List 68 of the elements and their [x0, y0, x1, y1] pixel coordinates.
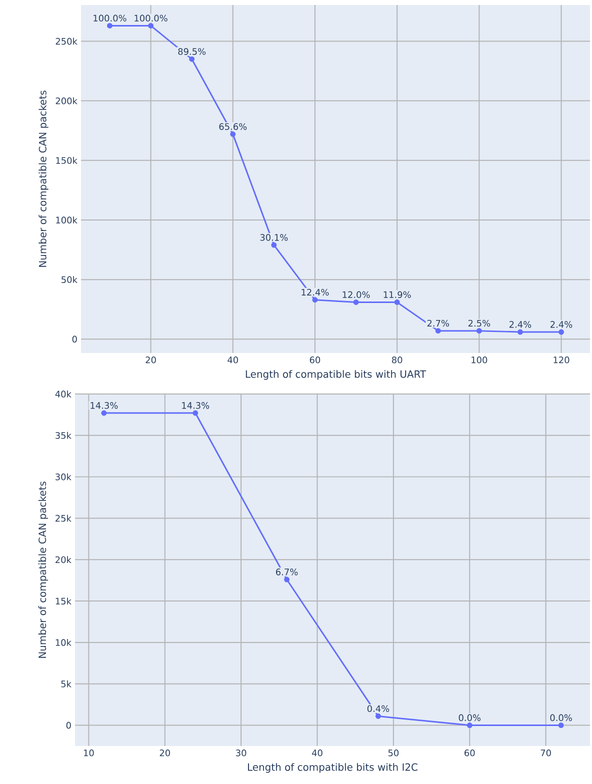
x-tick-label: 80 [392, 356, 402, 364]
x-axis-title: Length of compatible bits with I2C [248, 763, 418, 773]
point [312, 297, 318, 303]
point [353, 299, 359, 305]
annotation: 2.7% [427, 320, 450, 327]
annotation: 0.0% [550, 714, 572, 722]
y-tick-label: 10k [56, 638, 72, 646]
y-tick-label: 5k [61, 680, 72, 688]
point [558, 722, 564, 728]
annotation: 65.6% [219, 123, 247, 130]
y-tick-label: 0 [72, 336, 77, 343]
y-tick-label: 250k [56, 38, 78, 45]
x-tick-label: 10 [84, 750, 94, 756]
point [106, 22, 112, 28]
annotation: 0.0% [458, 714, 481, 722]
point [189, 56, 195, 62]
y-tick-label: 15k [56, 598, 72, 605]
annotation: 2.5% [468, 320, 490, 327]
x-tick-label: 70 [540, 750, 551, 756]
point [148, 22, 154, 28]
point [375, 713, 381, 719]
x-tick-label: 20 [146, 356, 156, 364]
annotation: 89.5% [178, 48, 206, 55]
y-axis-title: Number of compatible CAN packets [38, 482, 48, 658]
y-tick-label: 30k [56, 473, 72, 480]
y-axis-title: Number of compatible CAN packets [38, 90, 48, 267]
annotation: 0.4% [367, 705, 390, 712]
y-tick-label: 100k [56, 216, 78, 224]
y-tick-label: 20k [56, 556, 72, 564]
point [230, 131, 236, 137]
point [394, 299, 400, 305]
point [476, 328, 482, 334]
annotation: 2.4% [509, 321, 532, 328]
point [558, 329, 564, 335]
annotation: 30.1% [260, 234, 288, 241]
y-tick-label: 50k [62, 276, 78, 284]
y-tick-label: 0 [66, 722, 71, 729]
x-tick-label: 50 [388, 750, 399, 756]
point [435, 328, 441, 334]
x-tick-label: 40 [228, 356, 238, 364]
annotation: 12.4% [302, 288, 329, 296]
point [271, 242, 277, 248]
y-tick-label: 35k [56, 432, 72, 439]
annotation: 6.7% [276, 568, 298, 576]
x-tick-label: 60 [464, 750, 475, 756]
x-axis-title: Length of compatible bits with UART [246, 370, 426, 380]
x-tick-label: 60 [310, 356, 320, 364]
x-tick-label: 30 [236, 750, 246, 756]
annotation: 14.3% [182, 402, 210, 409]
point [517, 329, 523, 335]
y-tick-label: 25k [56, 514, 72, 522]
x-tick-label: 100 [472, 356, 488, 364]
annotation: 100.0% [134, 14, 168, 22]
point [101, 410, 107, 416]
annotation: 12.0% [342, 291, 370, 298]
annotation: 100.0% [94, 14, 126, 22]
point [466, 722, 472, 728]
annotation: 11.9% [384, 291, 411, 298]
y-tick-label: 40k [55, 390, 72, 398]
y-tick-label: 150k [56, 156, 78, 164]
y-tick-label: 200k [56, 97, 78, 104]
point [192, 410, 198, 416]
annotation: 14.3% [90, 402, 118, 409]
x-tick-label: 120 [554, 356, 570, 364]
annotation: 2.4% [550, 321, 572, 328]
x-tick-label: 40 [312, 750, 322, 756]
x-tick-label: 20 [160, 750, 170, 756]
point [284, 576, 290, 582]
